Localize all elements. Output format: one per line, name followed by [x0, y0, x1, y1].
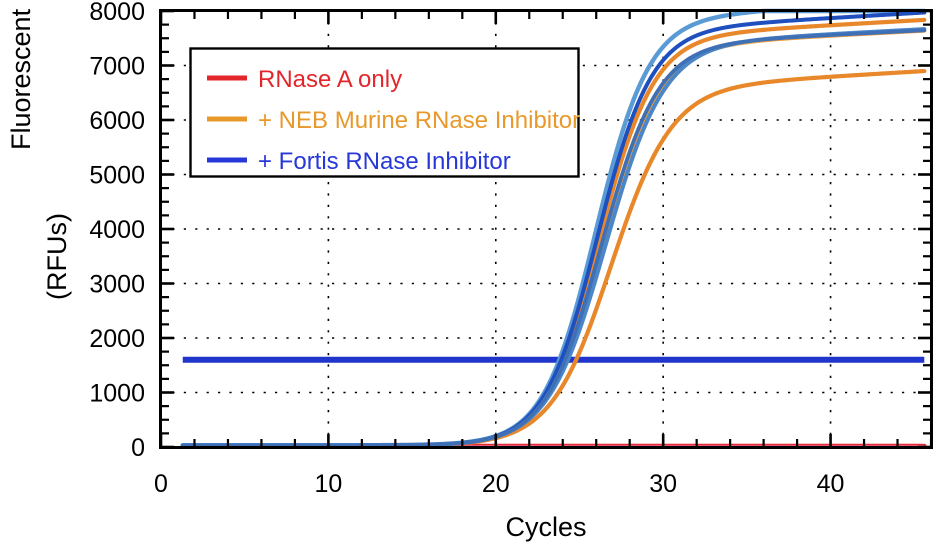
x-tick-label: 40	[817, 470, 845, 498]
y-axis-label-line1: Fluorescent Intensity	[6, 0, 36, 150]
y-axis-label-line2: (RFUs)	[42, 213, 72, 300]
x-tick-label: 10	[314, 470, 342, 498]
plot-frame	[159, 9, 933, 449]
legend-label: RNase A only	[258, 66, 402, 93]
chart-legend: RNase A only + NEB Murine RNase Inhibitor…	[189, 47, 580, 178]
tick-label-layer: 0 1000 2000 3000 4000 5000 6000 7000 8000 0 10 20 30…	[89, 0, 844, 498]
y-tick-label: 1000	[89, 380, 145, 408]
y-tick-label: 0	[131, 434, 145, 462]
y-tick-label: 2000	[89, 325, 145, 353]
y-tick-label: 6000	[89, 107, 145, 135]
y-tick-label: 8000	[89, 0, 145, 26]
y-tick-label: 4000	[89, 216, 145, 244]
x-tick-label: 30	[649, 470, 677, 498]
y-tick-label: 5000	[89, 162, 145, 190]
x-axis-label: Cycles	[505, 512, 586, 542]
y-tick-label: 7000	[89, 53, 145, 81]
legend-box	[189, 47, 580, 178]
y-tick-label: 3000	[89, 271, 145, 299]
amplification-curve	[180, 28, 927, 448]
curve-layer	[180, 8, 927, 449]
grid-layer	[161, 10, 931, 447]
x-tick-label: 0	[154, 470, 168, 498]
x-tick-label: 20	[482, 470, 510, 498]
legend-label: + NEB Murine RNase Inhibitor	[258, 107, 580, 134]
legend-label: + Fortis RNase Inhibitor	[258, 148, 511, 175]
